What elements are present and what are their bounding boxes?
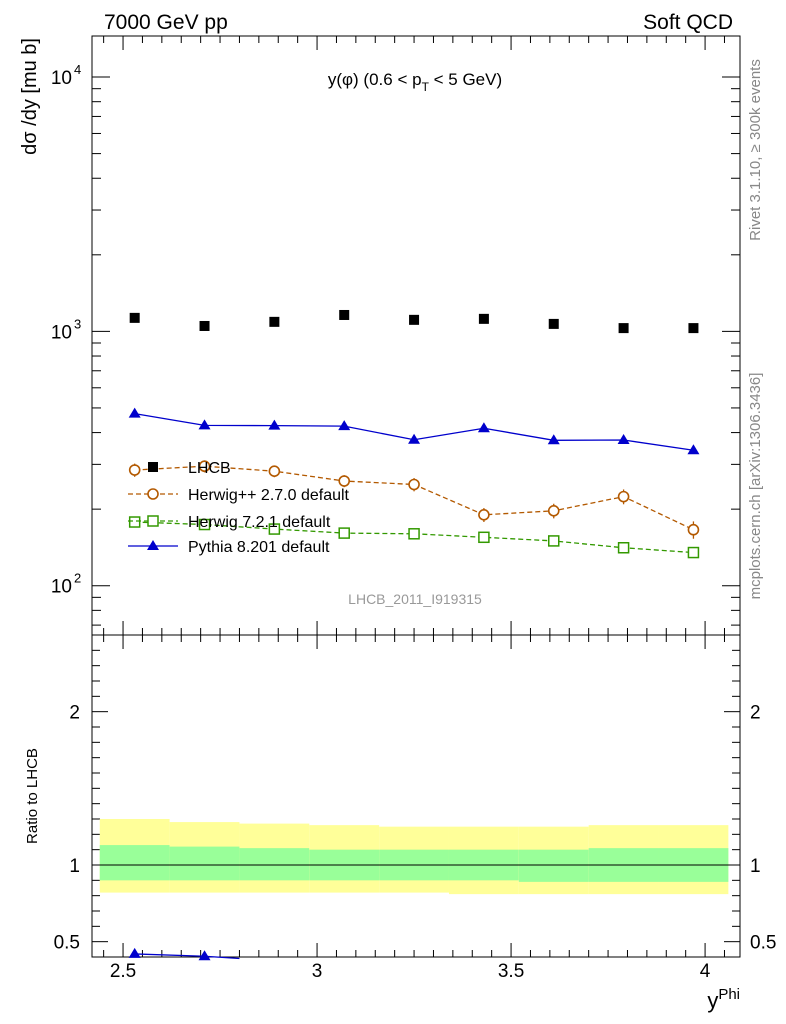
lhcb-data-point	[548, 318, 559, 329]
ratio-pythia-point	[198, 950, 211, 961]
herwigpp-point	[478, 509, 490, 521]
ratio-pythia-point	[128, 947, 141, 958]
lhcb-data-point	[478, 313, 489, 324]
pythia-point	[268, 419, 281, 430]
legend: LHCB Herwig++ 2.7.0 default Herwig 7.2.1 d…	[128, 460, 350, 556]
uncertainty-band-inner	[169, 846, 240, 881]
lhcb-data-point	[409, 314, 420, 325]
herwig7-point	[128, 516, 141, 528]
y-tick-exponent: 2	[74, 571, 81, 586]
y-tick-label: 10	[51, 577, 72, 598]
ratio-y-tick-label: 1	[69, 856, 80, 877]
pythia-point	[477, 422, 490, 433]
pythia-point	[338, 420, 351, 431]
x-tick-label: 4	[700, 961, 711, 982]
x-axis-label-text: yPhi	[707, 986, 740, 1013]
herwig7-point	[268, 523, 281, 535]
herwig7-point	[408, 528, 420, 540]
y-tick-exponent: 3	[74, 316, 81, 331]
y-tick-label: 10	[51, 322, 72, 343]
legend-marker-herwigpp	[147, 488, 159, 500]
lhcb-data-point	[129, 312, 140, 323]
legend-label: Herwig 7.2.1 default	[188, 514, 331, 531]
legend-label: Pythia 8.201 default	[188, 539, 330, 556]
herwigpp-point	[687, 523, 700, 536]
herwig7-point	[198, 518, 211, 531]
x-tick-label: 3.5	[498, 961, 524, 982]
header-right: Soft QCD	[643, 11, 733, 34]
ratio-y-tick-label: 2	[69, 703, 80, 724]
herwig7-point	[617, 542, 630, 554]
herwigpp-point	[338, 475, 351, 487]
pythia-point	[547, 434, 560, 445]
ratio-y-tick-label-right: 0.5	[750, 933, 776, 954]
legend-marker-pythia	[147, 540, 159, 550]
ratio-frame	[91, 634, 741, 958]
ratio-panel: 2.5 3 3.5 4 0.5 0.5 1 1 2 2 Ratio to LHCB yPhi	[24, 634, 776, 1013]
herwig7-line	[134, 521, 694, 554]
x-tick-label: 2.5	[110, 961, 136, 982]
pythia-point	[198, 419, 211, 430]
main-title: y(φ) (0.6 < pT < 5 GeV)	[328, 70, 502, 94]
ratio-y-tick-label-right: 1	[750, 856, 761, 877]
legend-label: Herwig++ 2.7.0 default	[188, 487, 350, 504]
lhcb-data-point	[199, 320, 210, 331]
legend-marker-lhcb	[148, 462, 158, 472]
herwig7-point	[478, 531, 490, 544]
herwigpp-point	[268, 465, 281, 477]
uncertainty-band-inner	[239, 848, 310, 881]
pythia-point	[617, 434, 630, 445]
ratio-ylabel: Ratio to LHCB	[24, 748, 41, 844]
herwigpp-point	[198, 460, 211, 473]
legend-marker-herwig7	[147, 515, 159, 527]
y-tick-label: 10	[51, 68, 72, 89]
herwig7-point	[547, 535, 560, 547]
herwigpp-point	[128, 464, 141, 476]
pythia-line	[134, 412, 694, 451]
ratio-plot-area: 2.5 3 3.5 4 0.5 0.5 1 1 2 2	[54, 634, 776, 982]
herwigpp-point	[617, 490, 630, 503]
x-axis-label: yPhi	[707, 986, 740, 1013]
herwigpp-point	[547, 505, 560, 517]
legend-label: LHCB	[188, 460, 231, 477]
x-tick-label: 3	[312, 961, 323, 982]
uncertainty-band-inner	[518, 849, 589, 882]
herwigpp-point	[408, 478, 420, 491]
pythia-point	[687, 444, 700, 455]
herwig7-point	[338, 527, 350, 539]
uncertainty-band-inner	[99, 845, 170, 881]
mcplots-label: mcplots.cern.ch [arXiv:1306.3436]	[747, 373, 764, 600]
herwig7-point	[687, 546, 700, 559]
y-tick-exponent: 4	[74, 62, 81, 77]
ratio-y-tick-label: 0.5	[54, 933, 80, 954]
pythia-point	[408, 433, 421, 444]
rivet-label: Rivet 3.1.10, ≥ 300k events	[747, 59, 764, 241]
lhcb-data-point	[618, 323, 629, 334]
main-ylabel: dσ /dy [mu b]	[19, 38, 41, 155]
pythia-point	[128, 407, 141, 418]
lhcb-data-point	[339, 309, 350, 320]
analysis-id: LHCB_2011_I919315	[348, 591, 482, 607]
header-left: 7000 GeV pp	[104, 11, 228, 34]
lhcb-data-point	[688, 323, 699, 334]
ratio-y-tick-label-right: 2	[750, 703, 761, 724]
lhcb-data-point	[269, 316, 280, 327]
ratio-pythia-line	[134, 953, 240, 960]
